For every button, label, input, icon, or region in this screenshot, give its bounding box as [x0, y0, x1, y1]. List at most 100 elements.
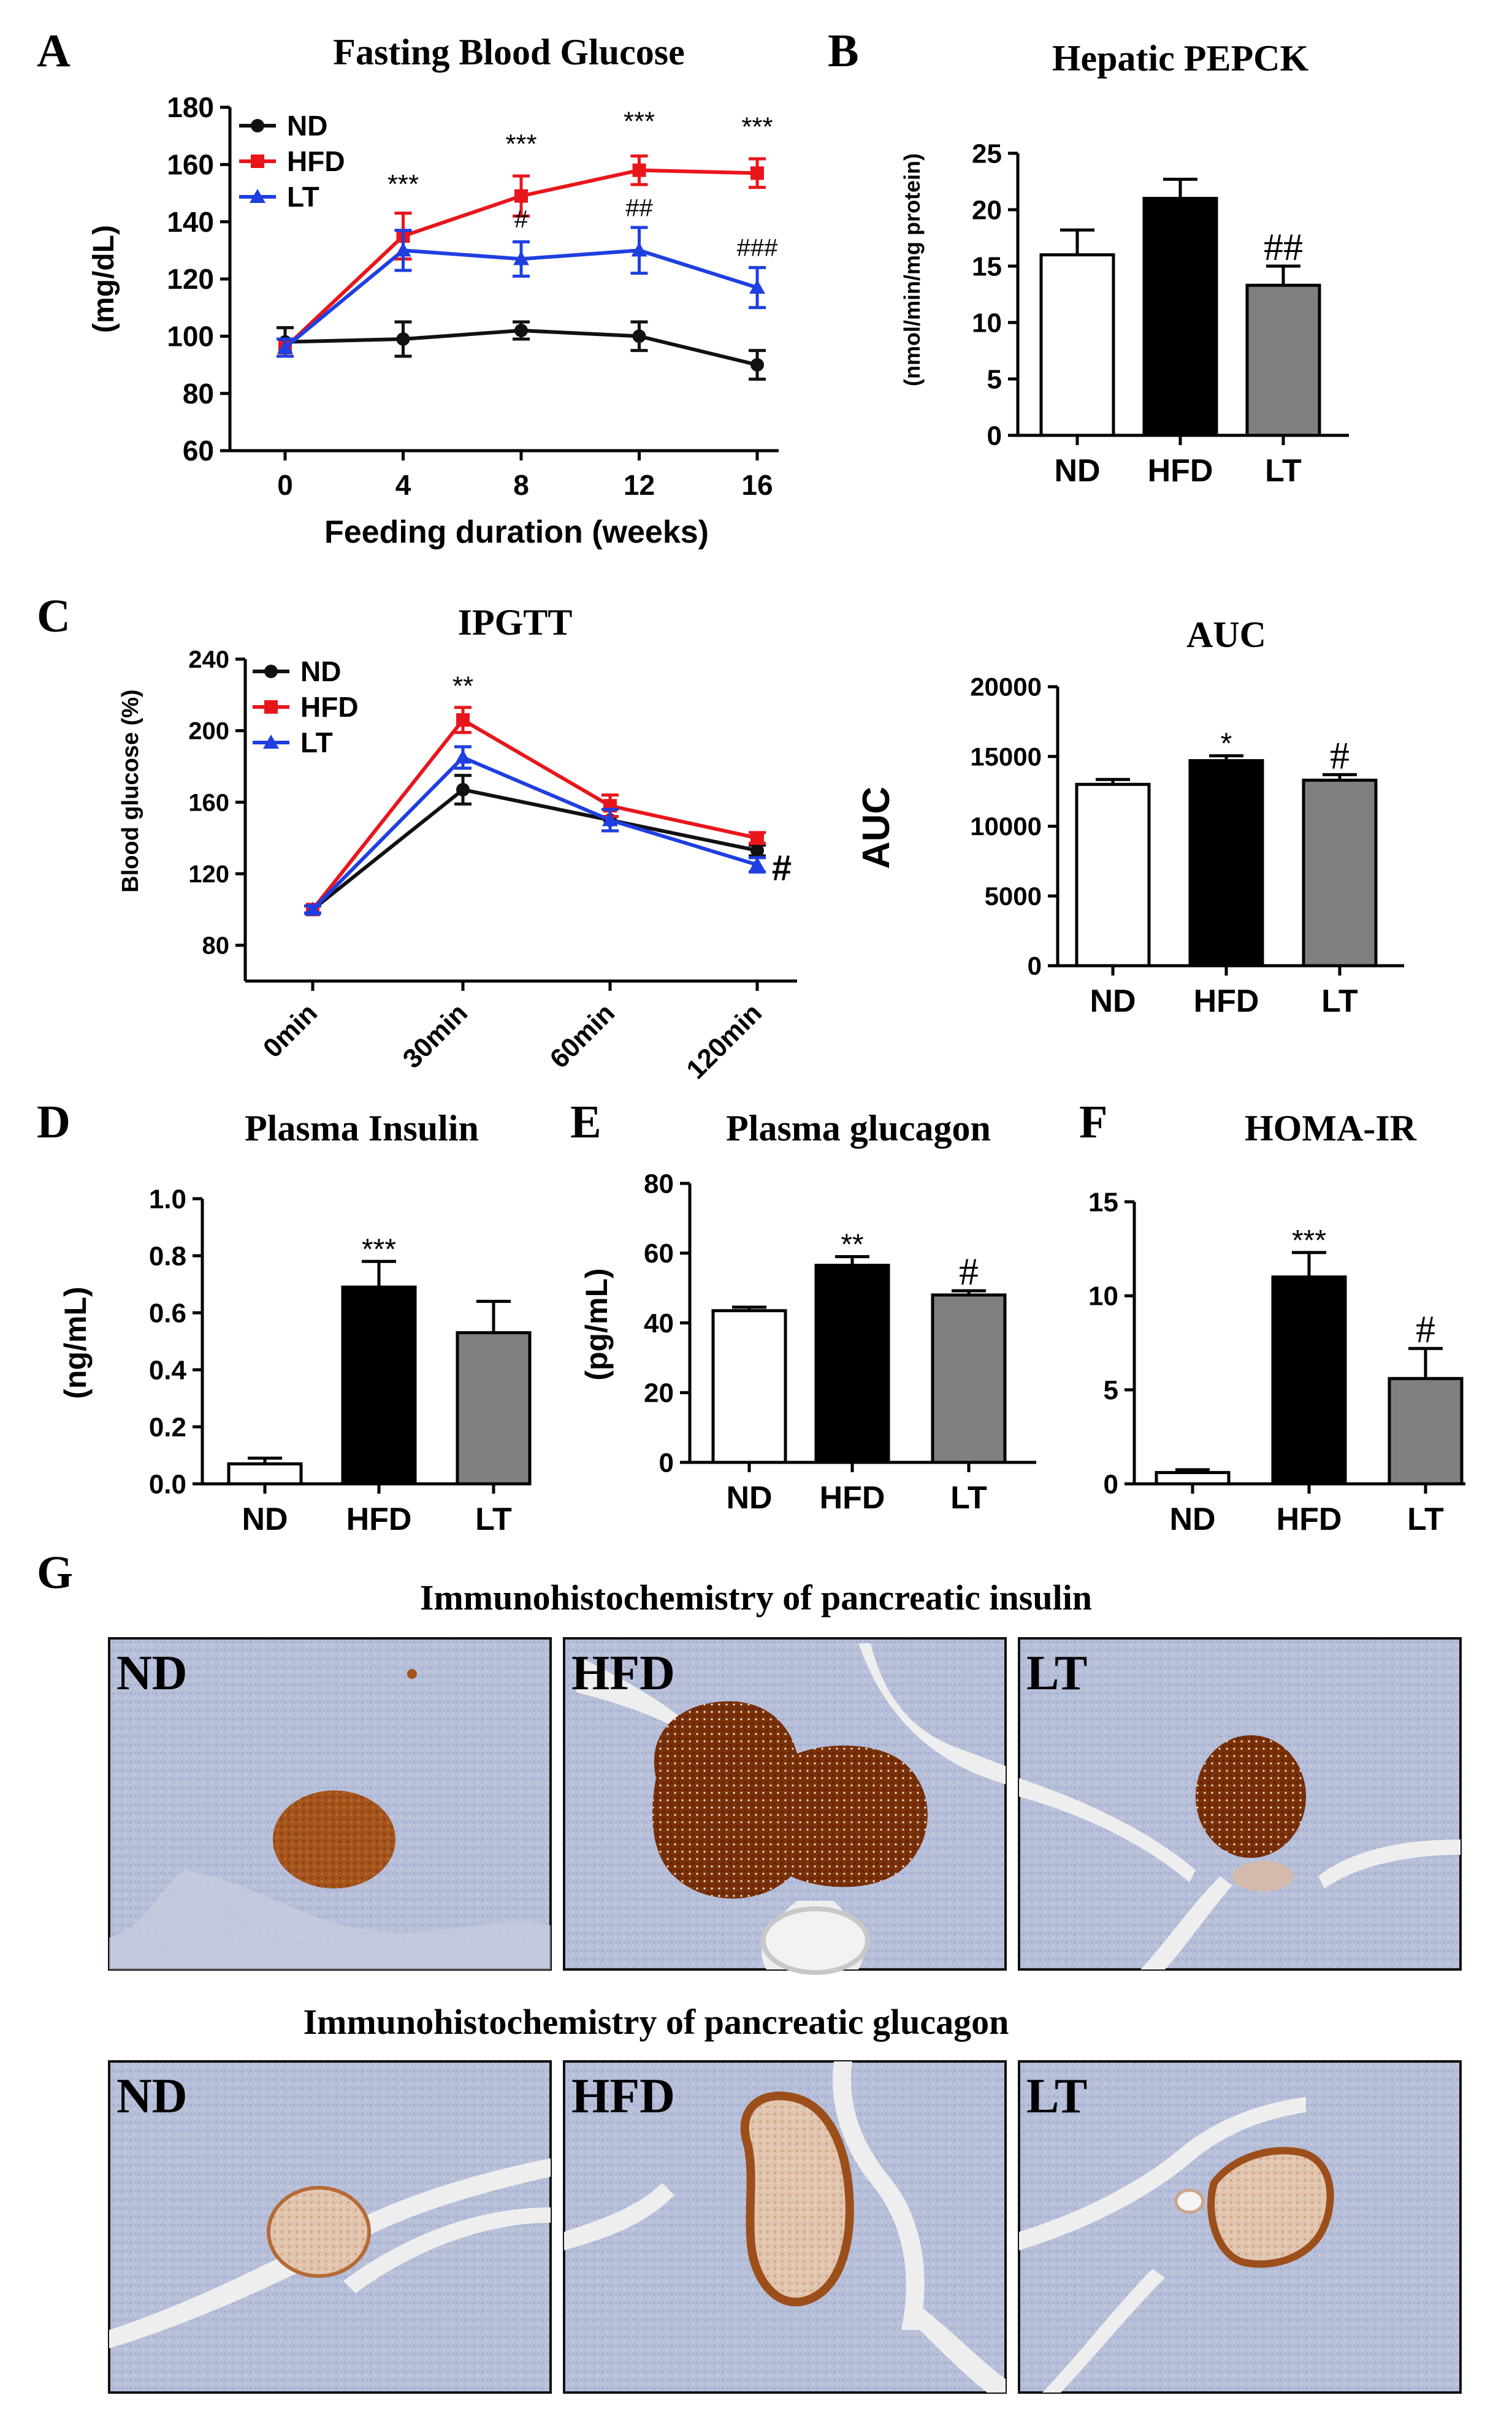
histology-label-hfd-insulin: HFD — [571, 1646, 675, 1700]
bar-c-auc-nd — [1075, 782, 1151, 968]
series-line-c-ipgtt-lt — [311, 755, 758, 911]
x-tick-label-b-nd: ND — [1054, 453, 1100, 489]
x-tick-label-c-ipgtt-0: 0min — [258, 998, 323, 1063]
legend-label-c-ipgtt-nd: ND — [300, 655, 341, 687]
significance-mark-c-auc-0: * — [1221, 728, 1232, 760]
legend-marker-a-lt — [250, 189, 265, 203]
chart-title-d: Plasma Insulin — [245, 1108, 479, 1148]
significance-mark-c-ipgtt-0: ** — [452, 671, 473, 701]
legend-marker-a-hfd — [251, 155, 264, 168]
y-tick-label-a-1: 80 — [183, 378, 214, 410]
significance-mark-c-auc-1: # — [1330, 733, 1350, 777]
y-tick-label-c-ipgtt-2: 160 — [188, 789, 229, 816]
x-tick-label-d-hfd: HFD — [346, 1502, 412, 1537]
x-tick-label-c-auc-lt: LT — [1321, 984, 1358, 1019]
y-tick-label-b-3: 15 — [972, 251, 1002, 281]
data-point-a-lt-4 — [749, 280, 765, 294]
y-tick-label-a-3: 120 — [167, 263, 214, 295]
data-point-c-ipgtt-hfd-1 — [456, 713, 470, 727]
x-tick-label-c-auc-nd: ND — [1090, 984, 1136, 1019]
bar-e-hfd — [814, 1264, 890, 1464]
data-point-a-lt-0 — [277, 340, 293, 354]
bar-f-lt — [1388, 1377, 1464, 1486]
data-point-c-ipgtt-lt-2 — [602, 812, 618, 827]
y-tick-label-b-5: 25 — [972, 139, 1002, 169]
chart-title-c-ipgtt: IPGTT — [458, 602, 573, 643]
significance-mark-e-1: # — [959, 1250, 979, 1293]
significance-mark-a-6: ### — [737, 235, 778, 262]
y-tick-label-e-3: 60 — [644, 1239, 674, 1269]
histology-label-nd-insulin: ND — [116, 1646, 188, 1700]
y-tick-label-d-1: 0.2 — [149, 1412, 186, 1442]
histology-insulin-nd: ND — [108, 1637, 552, 1971]
significance-mark-a-3: *** — [741, 112, 773, 142]
bar-d-lt — [456, 1331, 532, 1486]
x-tick-label-f-hfd: HFD — [1277, 1502, 1342, 1537]
data-point-a-nd-4 — [750, 358, 764, 372]
legend-label-c-ipgtt-hfd: HFD — [300, 691, 359, 723]
significance-mark-e-0: ** — [841, 1228, 863, 1261]
x-tick-label-d-nd: ND — [242, 1502, 288, 1537]
histology-label-hfd-glucagon: HFD — [571, 2069, 675, 2123]
panel-letter-g: G — [37, 1547, 73, 1598]
bar-b-hfd — [1142, 197, 1218, 437]
histology-glucagon-nd: ND — [108, 2060, 552, 2394]
series-line-c-ipgtt-hfd — [311, 717, 758, 911]
data-point-a-lt-1 — [395, 242, 411, 257]
chart-title-e: Plasma glucagon — [726, 1108, 991, 1148]
data-point-a-nd-1 — [396, 332, 410, 346]
histology-insulin-lt: LT — [1018, 1637, 1462, 1971]
y-tick-label-a-4: 140 — [167, 206, 214, 238]
data-point-a-lt-2 — [513, 251, 529, 265]
x-tick-label-b-hfd: HFD — [1148, 453, 1213, 489]
y-tick-label-a-0: 60 — [183, 435, 214, 467]
significance-mark-d-0: *** — [362, 1233, 396, 1266]
significance-mark-a-5: ## — [625, 194, 653, 221]
chart-title-f: HOMA-IR — [1245, 1108, 1417, 1148]
histology-label-lt-insulin: LT — [1026, 1646, 1087, 1700]
significance-mark-a-1: *** — [505, 129, 536, 159]
y-tick-label-f-3: 15 — [1088, 1187, 1118, 1217]
x-tick-label-c-auc-hfd: HFD — [1194, 984, 1259, 1019]
y-axis-label-e: (pg/mL) — [579, 1268, 614, 1380]
y-tick-label-f-0: 0 — [1104, 1469, 1118, 1499]
y-tick-label-c-ipgtt-3: 200 — [188, 718, 229, 745]
y-tick-label-c-auc-3: 15000 — [970, 742, 1042, 771]
histology-glucagon-lt: LT — [1018, 2060, 1462, 2394]
x-tick-label-c-ipgtt-3: 120min — [681, 998, 768, 1085]
histology-label-lt-glucagon: LT — [1026, 2069, 1087, 2123]
significance-mark-a-4: # — [514, 206, 529, 233]
legend-label-a-lt: LT — [287, 181, 319, 213]
x-tick-label-a-1: 4 — [395, 469, 411, 501]
panel-letter-e: E — [570, 1096, 601, 1148]
x-tick-label-c-ipgtt-1: 30min — [397, 998, 473, 1074]
y-tick-label-c-auc-0: 0 — [1028, 952, 1042, 980]
significance-mark-b-0: ## — [1264, 225, 1303, 269]
y-tick-label-d-3: 0.6 — [149, 1298, 186, 1328]
bar-c-auc-hfd — [1188, 759, 1264, 968]
data-point-c-ipgtt-lt-1 — [455, 749, 471, 764]
x-tick-label-e-nd: ND — [726, 1480, 772, 1516]
charts-layer: Fasting Blood Glucose6080100120140160180… — [58, 32, 1465, 1537]
bar-e-nd — [711, 1309, 787, 1464]
y-tick-label-e-2: 40 — [644, 1308, 674, 1339]
y-tick-label-c-ipgtt-1: 120 — [188, 861, 229, 888]
legend-label-a-nd: ND — [287, 110, 327, 142]
y-tick-label-b-1: 5 — [987, 364, 1002, 394]
significance-mark-a-0: *** — [388, 169, 419, 199]
series-line-c-ipgtt-nd — [311, 787, 758, 911]
data-point-c-ipgtt-hfd-3 — [750, 831, 764, 845]
y-tick-label-d-4: 0.8 — [149, 1241, 186, 1271]
data-point-a-hfd-3 — [632, 163, 646, 177]
data-point-a-lt-3 — [631, 242, 647, 257]
panel-letter-a: A — [37, 25, 71, 77]
chart-title-c-auc: AUC — [1186, 614, 1266, 655]
legend-label-a-hfd: HFD — [287, 145, 345, 177]
y-tick-label-e-0: 0 — [659, 1448, 674, 1478]
x-tick-label-e-lt: LT — [950, 1480, 987, 1516]
y-tick-label-c-auc-4: 20000 — [970, 673, 1042, 701]
bar-c-auc-lt — [1302, 778, 1378, 968]
y-tick-label-e-4: 80 — [644, 1169, 674, 1199]
histology-label-nd-glucagon: ND — [116, 2069, 188, 2123]
y-tick-label-c-auc-1: 5000 — [985, 882, 1042, 911]
